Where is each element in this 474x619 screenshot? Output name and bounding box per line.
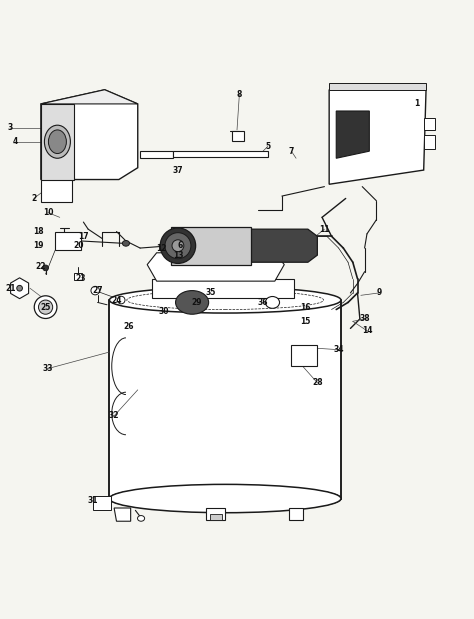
Polygon shape	[41, 90, 138, 104]
Bar	[232, 131, 244, 141]
Text: 22: 22	[36, 262, 46, 272]
Bar	[55, 232, 81, 251]
Polygon shape	[329, 90, 426, 184]
Ellipse shape	[122, 241, 129, 246]
Text: 33: 33	[43, 364, 53, 373]
Text: 35: 35	[206, 288, 216, 298]
Bar	[41, 178, 72, 202]
Text: 32: 32	[109, 412, 119, 420]
Text: 4: 4	[12, 137, 18, 146]
Polygon shape	[152, 279, 294, 298]
Bar	[93, 496, 111, 510]
Text: 17: 17	[78, 232, 89, 241]
Ellipse shape	[45, 125, 71, 158]
Text: 15: 15	[301, 317, 311, 326]
Polygon shape	[41, 90, 138, 180]
Text: 14: 14	[362, 326, 372, 335]
Text: 36: 36	[258, 298, 268, 307]
Polygon shape	[10, 278, 28, 298]
Text: 29: 29	[191, 298, 202, 307]
Polygon shape	[114, 508, 131, 521]
Text: 19: 19	[33, 241, 44, 250]
Polygon shape	[173, 151, 268, 157]
Ellipse shape	[48, 130, 66, 154]
Ellipse shape	[109, 485, 341, 511]
Polygon shape	[147, 253, 284, 281]
Text: 9: 9	[376, 288, 382, 298]
Polygon shape	[41, 104, 74, 180]
Text: 30: 30	[158, 308, 169, 316]
Ellipse shape	[109, 287, 341, 313]
Ellipse shape	[172, 240, 184, 251]
Polygon shape	[329, 83, 426, 90]
Bar	[74, 273, 82, 280]
Bar	[219, 245, 227, 253]
Text: 26: 26	[123, 321, 134, 331]
Text: 27: 27	[92, 286, 103, 295]
Text: 13: 13	[173, 251, 183, 259]
Text: 37: 37	[173, 165, 183, 175]
Polygon shape	[109, 300, 341, 498]
Text: 1: 1	[414, 100, 419, 108]
Text: 5: 5	[265, 142, 270, 151]
Ellipse shape	[160, 228, 196, 264]
Text: 12: 12	[156, 243, 167, 253]
Text: 3: 3	[8, 123, 13, 132]
Ellipse shape	[17, 285, 22, 291]
Ellipse shape	[265, 297, 280, 308]
Text: 2: 2	[31, 194, 36, 203]
Polygon shape	[171, 227, 251, 264]
Text: 23: 23	[76, 274, 86, 284]
Text: 18: 18	[33, 227, 44, 236]
Text: 24: 24	[111, 295, 122, 305]
Text: 16: 16	[300, 303, 311, 311]
Text: 7: 7	[289, 147, 294, 155]
Bar	[210, 514, 222, 520]
Bar	[424, 118, 436, 130]
Ellipse shape	[109, 484, 341, 513]
Text: 10: 10	[43, 208, 53, 217]
Bar	[262, 245, 269, 253]
Ellipse shape	[38, 300, 53, 314]
Text: 31: 31	[88, 496, 98, 505]
Polygon shape	[336, 111, 369, 158]
Text: 28: 28	[312, 378, 323, 387]
Ellipse shape	[34, 296, 57, 319]
Polygon shape	[246, 229, 318, 262]
Text: 8: 8	[237, 90, 242, 99]
Ellipse shape	[118, 297, 125, 304]
Bar	[172, 245, 179, 253]
Ellipse shape	[175, 290, 209, 314]
Bar	[195, 245, 203, 253]
Text: 6: 6	[178, 241, 183, 250]
Ellipse shape	[43, 265, 48, 271]
Polygon shape	[206, 508, 225, 520]
Ellipse shape	[91, 287, 100, 295]
Ellipse shape	[165, 233, 191, 259]
Text: 34: 34	[333, 345, 344, 354]
Text: 38: 38	[359, 314, 370, 324]
Polygon shape	[140, 151, 173, 158]
Bar	[292, 345, 318, 366]
Polygon shape	[289, 508, 303, 520]
Bar	[243, 245, 250, 253]
Text: 21: 21	[5, 284, 15, 293]
Text: 25: 25	[40, 303, 51, 311]
Text: 20: 20	[73, 241, 84, 250]
Bar	[424, 135, 436, 149]
Text: 11: 11	[319, 225, 330, 233]
Ellipse shape	[137, 516, 145, 521]
